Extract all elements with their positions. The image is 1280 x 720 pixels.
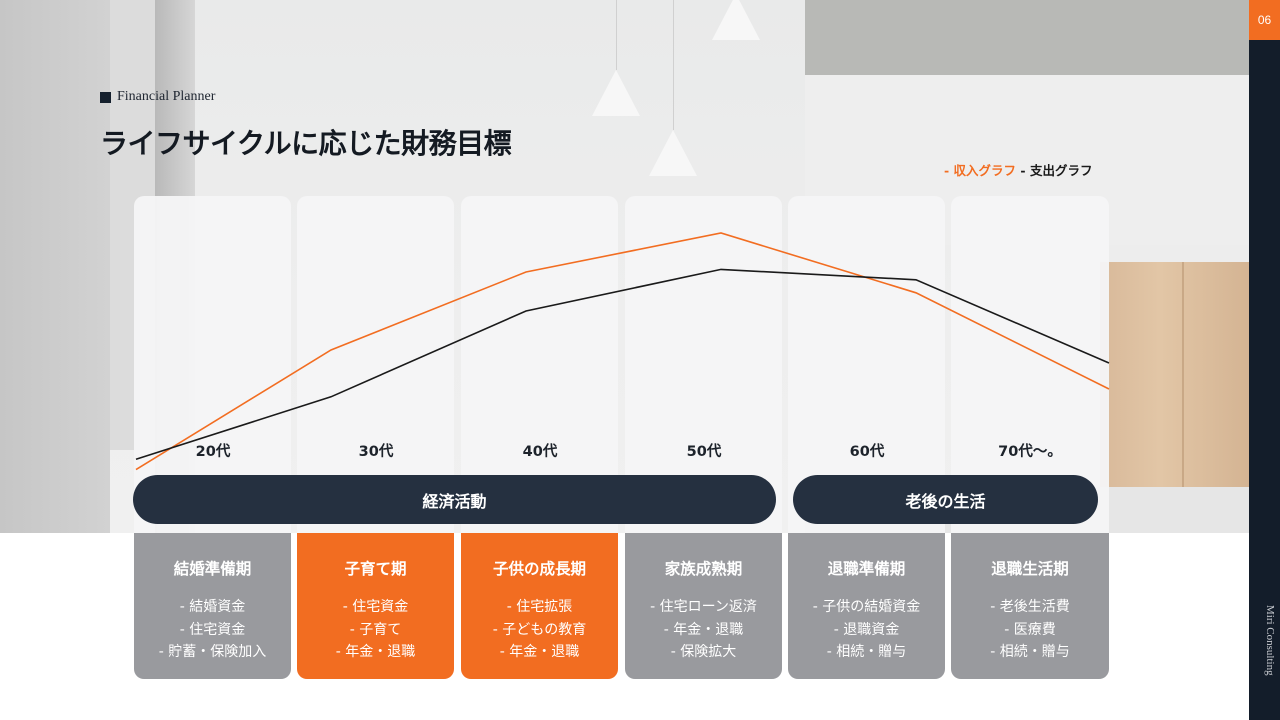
pendant-lamp-icon <box>592 70 640 116</box>
eyebrow: Financial Planner <box>100 89 215 105</box>
phase-card: 結婚準備期 - 結婚資金 - 住宅資金 - 貯蓄・保険加入 <box>134 533 291 679</box>
phase-card: 退職生活期 - 老後生活費 - 医療費 - 相続・贈与 <box>951 533 1109 679</box>
phase-item: - 退職資金 <box>833 621 900 638</box>
phase-item: - 年金・退職 <box>335 644 416 660</box>
legend-expense: - 支出グラフ <box>1016 163 1093 178</box>
page-number: 06 <box>1249 0 1280 40</box>
right-sidebar: 06 Miri Consulting <box>1249 0 1280 720</box>
phase-title: 退職準備期 <box>827 560 906 578</box>
age-label: 60代 <box>849 444 885 460</box>
phase-item: - 子育て <box>349 621 402 638</box>
phase-item: - 保険拡大 <box>670 644 737 660</box>
lamp-cord <box>616 0 617 70</box>
phase-item: - 子どもの教育 <box>492 621 587 638</box>
brand-name: Miri Consulting <box>1264 605 1276 676</box>
phase-item: - 住宅拡張 <box>506 599 573 615</box>
lamp-cord <box>673 0 674 130</box>
phase-item: - 貯蓄・保険加入 <box>158 644 267 660</box>
group-pill-retirement-life: 老後の生活 <box>793 475 1098 524</box>
phase-title: 子育て期 <box>344 560 407 578</box>
phase-item: - 年金・退職 <box>499 644 580 660</box>
eyebrow-text: Financial Planner <box>117 89 216 104</box>
bg-window <box>805 0 1249 75</box>
phase-item: - 住宅資金 <box>342 599 409 615</box>
phase-card: 退職準備期 - 子供の結婚資金 - 退職資金 - 相続・贈与 <box>788 533 945 679</box>
phase-card: 家族成熟期 - 住宅ローン返済 - 年金・退職 - 保険拡大 <box>625 533 782 679</box>
phase-title: 家族成熟期 <box>664 560 743 578</box>
bg-cabinet <box>1100 262 1249 487</box>
age-label: 30代 <box>358 444 394 460</box>
phase-item: - 子供の結婚資金 <box>812 599 921 615</box>
group-pill-economic-activity: 経済活動 <box>133 475 776 524</box>
phase-item: - 相続・贈与 <box>990 644 1070 660</box>
age-label: 20代 <box>195 444 231 460</box>
phase-title: 退職生活期 <box>991 560 1069 578</box>
age-label: 50代 <box>686 444 722 460</box>
phase-card: 子育て期 - 住宅資金 - 子育て - 年金・退職 <box>297 533 454 679</box>
phase-item: - 老後生活費 <box>990 599 1070 615</box>
phase-item: - 年金・退職 <box>663 621 744 638</box>
chart-legend: - 収入グラフ - 支出グラフ <box>944 160 1092 179</box>
age-label: 40代 <box>522 444 558 460</box>
phase-item: - 住宅資金 <box>179 621 246 638</box>
square-bullet-icon <box>100 91 111 103</box>
pendant-lamp-icon <box>712 0 760 40</box>
age-label: 70代〜。 <box>998 444 1062 460</box>
phase-card: 子供の成長期 - 住宅拡張 - 子どもの教育 - 年金・退職 <box>461 533 618 679</box>
phase-title: 結婚準備期 <box>173 560 252 578</box>
bg-wall <box>0 0 110 533</box>
phase-item: - 住宅ローン返済 <box>650 599 757 615</box>
pendant-lamp-icon <box>649 130 697 176</box>
phase-title: 子供の成長期 <box>492 560 586 578</box>
phase-item: - 結婚資金 <box>179 599 246 615</box>
page-title: ライフサイクルに応じた財務目標 <box>100 127 512 160</box>
phase-item: - 医療費 <box>1004 621 1056 638</box>
phase-item: - 相続・贈与 <box>826 644 907 660</box>
legend-income: - 収入グラフ <box>944 163 1017 178</box>
